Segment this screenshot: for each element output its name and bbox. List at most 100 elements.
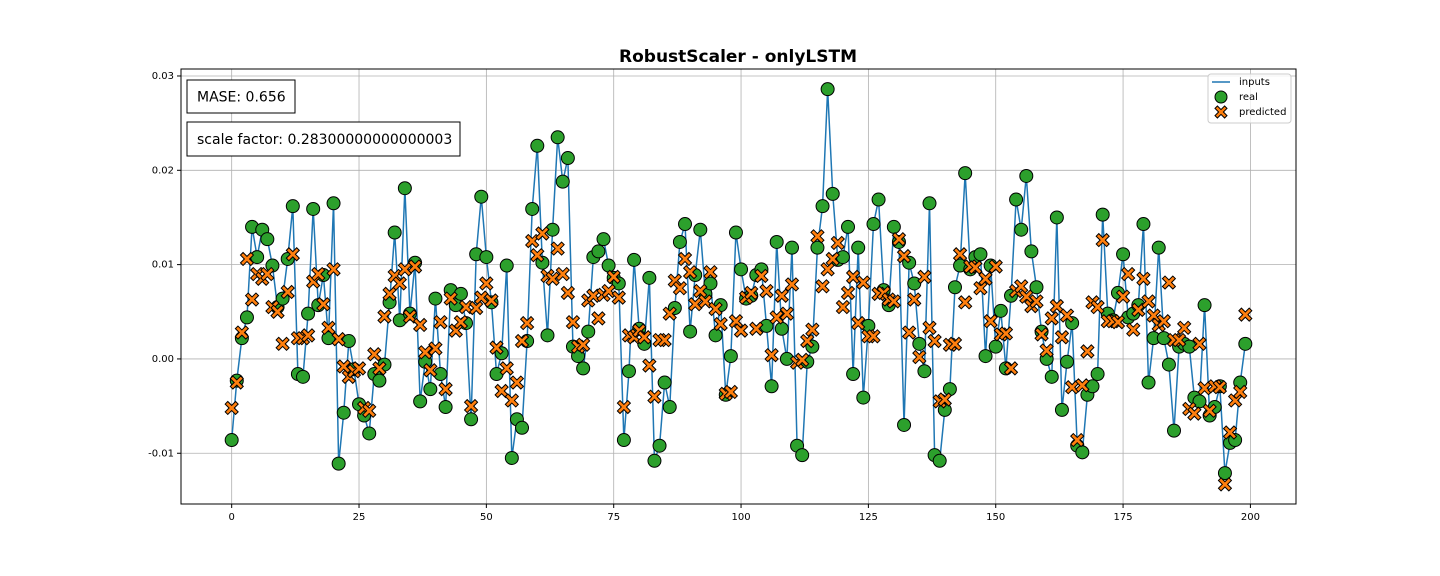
- real-point: [1049, 210, 1064, 225]
- predicted-point: [784, 277, 800, 292]
- predicted-point: [1176, 320, 1192, 336]
- predicted-point: [637, 330, 652, 345]
- predicted-point: [285, 247, 301, 262]
- real-point: [815, 199, 830, 214]
- predicted-point: [1090, 299, 1105, 315]
- real-point: [657, 375, 672, 390]
- predicted-point: [377, 309, 392, 324]
- predicted-point: [759, 283, 774, 299]
- predicted-point: [463, 398, 479, 414]
- predicted-point: [810, 229, 825, 244]
- predicted-point: [280, 284, 295, 300]
- predicted-point: [229, 375, 244, 390]
- predicted-point: [713, 316, 728, 332]
- real-point: [769, 234, 784, 249]
- real-point: [642, 270, 657, 285]
- predicted-point: [1156, 314, 1172, 329]
- predicted-point: [1110, 314, 1126, 330]
- predicted-point: [896, 248, 912, 264]
- predicted-point: [912, 349, 927, 365]
- predicted-point: [1120, 266, 1136, 282]
- real-point: [362, 426, 377, 441]
- real-point: [1090, 367, 1105, 382]
- real-point: [917, 364, 932, 379]
- predicted-point: [224, 400, 239, 416]
- real-point: [479, 250, 494, 265]
- real-point: [530, 138, 545, 153]
- real-point: [1095, 207, 1110, 222]
- real-point: [499, 258, 514, 273]
- predicted-point: [1141, 294, 1156, 309]
- real-point: [693, 222, 708, 237]
- real-point: [260, 232, 275, 247]
- predicted-point: [326, 262, 341, 277]
- annotation: MASE: 0.656: [197, 90, 286, 106]
- legend-label: inputs: [1239, 77, 1270, 88]
- real-point: [958, 166, 973, 181]
- predicted-point: [1044, 311, 1059, 326]
- predicted-point: [952, 247, 968, 262]
- real-point: [932, 453, 947, 468]
- predicted-point: [764, 347, 779, 363]
- plot-frame: [180, 68, 1297, 505]
- predicted-point: [555, 266, 570, 282]
- x-tick-label: 25: [353, 512, 366, 523]
- predicted-point: [484, 293, 499, 308]
- real-point: [1167, 423, 1182, 438]
- real-point: [866, 217, 881, 232]
- real-point: [947, 280, 962, 295]
- predicted-point: [825, 251, 840, 267]
- real-point: [841, 219, 856, 234]
- predicted-point: [270, 304, 285, 319]
- predicted-point: [749, 321, 764, 336]
- predicted-point: [866, 329, 881, 344]
- real-point: [723, 349, 738, 364]
- predicted-point: [968, 260, 983, 275]
- real-point: [703, 276, 718, 291]
- predicted-point: [525, 233, 540, 249]
- real-point: [1141, 375, 1156, 390]
- real-point: [825, 186, 840, 201]
- predicted-point: [1049, 298, 1065, 314]
- predicted-point: [1059, 308, 1075, 323]
- predicted-point: [443, 291, 458, 306]
- real-point: [973, 247, 988, 262]
- predicted-point: [1131, 302, 1146, 318]
- legend-label: real: [1239, 92, 1258, 103]
- real-point: [912, 336, 927, 351]
- predicted-point: [840, 285, 856, 301]
- real-point: [423, 382, 438, 397]
- predicted-point: [708, 301, 723, 317]
- predicted-point: [300, 328, 316, 343]
- x-tick-label: 50: [480, 512, 493, 523]
- predicted-point: [606, 269, 621, 285]
- predicted-point: [407, 259, 423, 274]
- predicted-point: [453, 314, 469, 330]
- predicted-point: [682, 264, 698, 280]
- predicted-point: [1126, 322, 1141, 337]
- real-point: [428, 291, 443, 306]
- real-point: [764, 379, 779, 394]
- real-point: [871, 192, 886, 207]
- real-point: [851, 240, 866, 255]
- predicted-point: [1187, 406, 1202, 421]
- real-point: [540, 328, 555, 343]
- real-point: [846, 367, 861, 382]
- predicted-point: [779, 306, 795, 321]
- x-tick-label: 125: [859, 512, 878, 523]
- predicted-point: [815, 279, 830, 294]
- predicted-point: [1080, 344, 1095, 359]
- predicted-point: [418, 345, 433, 360]
- real-point: [784, 240, 799, 255]
- predicted-point: [856, 275, 871, 290]
- real-point: [525, 201, 540, 216]
- y-tick-label: 0.03: [152, 71, 174, 82]
- real-point: [627, 252, 642, 267]
- real-point: [596, 232, 611, 247]
- real-point: [774, 321, 789, 336]
- real-point: [1054, 402, 1069, 417]
- real-point: [1060, 354, 1075, 369]
- predicted-point: [988, 259, 1003, 274]
- predicted-point: [504, 393, 520, 408]
- predicted-point: [591, 311, 606, 326]
